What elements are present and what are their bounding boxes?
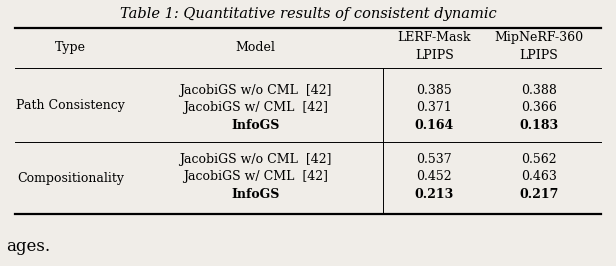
Text: JacobiGS w/o CML  [42]: JacobiGS w/o CML [42] xyxy=(179,84,332,97)
Text: 0.183: 0.183 xyxy=(519,119,559,132)
Text: 0.388: 0.388 xyxy=(521,84,557,97)
Text: InfoGS: InfoGS xyxy=(232,119,280,132)
Text: LERF-Mask: LERF-Mask xyxy=(397,31,471,44)
Text: LPIPS: LPIPS xyxy=(520,49,558,62)
Text: 0.562: 0.562 xyxy=(521,153,557,166)
Text: 0.366: 0.366 xyxy=(521,101,557,114)
Text: 0.385: 0.385 xyxy=(416,84,452,97)
Text: InfoGS: InfoGS xyxy=(232,188,280,201)
Text: Model: Model xyxy=(236,41,275,54)
Text: 0.217: 0.217 xyxy=(519,188,559,201)
Text: JacobiGS w/ CML  [42]: JacobiGS w/ CML [42] xyxy=(183,171,328,183)
Text: 0.164: 0.164 xyxy=(415,119,454,132)
Text: Table 1: Quantitative results of consistent dynamic: Table 1: Quantitative results of consist… xyxy=(120,7,496,21)
Text: 0.213: 0.213 xyxy=(415,188,454,201)
Text: MipNeRF-360: MipNeRF-360 xyxy=(495,31,583,44)
Text: JacobiGS w/o CML  [42]: JacobiGS w/o CML [42] xyxy=(179,153,332,166)
Text: 0.463: 0.463 xyxy=(521,171,557,183)
Text: 0.452: 0.452 xyxy=(416,171,452,183)
Text: 0.371: 0.371 xyxy=(416,101,452,114)
Text: ages.: ages. xyxy=(6,238,51,255)
Text: LPIPS: LPIPS xyxy=(415,49,453,62)
Text: 0.537: 0.537 xyxy=(416,153,452,166)
Text: Type: Type xyxy=(55,41,86,54)
Text: JacobiGS w/ CML  [42]: JacobiGS w/ CML [42] xyxy=(183,101,328,114)
Text: Path Consistency: Path Consistency xyxy=(17,99,125,111)
Text: Compositionality: Compositionality xyxy=(17,172,124,185)
